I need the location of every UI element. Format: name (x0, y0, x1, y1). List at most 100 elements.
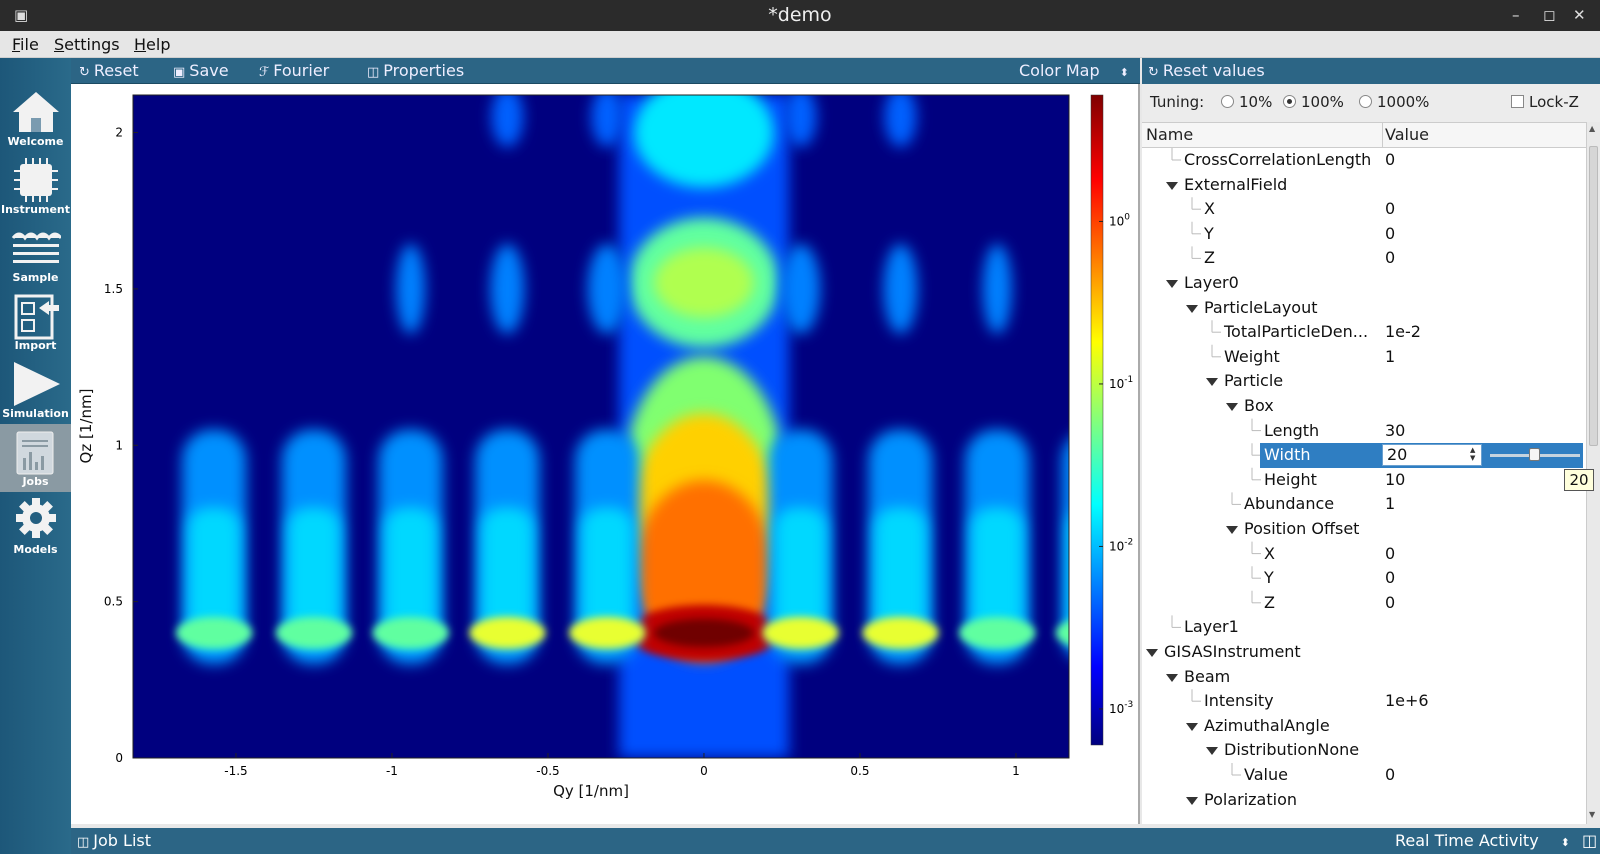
tree-row-value[interactable]: 1 (1385, 494, 1396, 514)
sidebar-item-jobs[interactable]: Jobs (0, 424, 71, 492)
sidebar-item-import[interactable]: Import (0, 288, 71, 356)
tree-row[interactable]: Width 20 ▲ ▼ (1142, 443, 1586, 469)
column-value-header[interactable]: Value (1385, 125, 1429, 144)
maximize-button[interactable]: ◻ (1543, 6, 1556, 24)
tree-row[interactable]: AzimuthalAngle (1142, 714, 1586, 739)
x-tick-label: 0 (700, 764, 708, 778)
tree-row-value[interactable]: 0 (1385, 765, 1396, 784)
expand-arrow-icon[interactable] (1206, 378, 1218, 387)
heatmap-region (982, 243, 1012, 334)
sidebar-item-simulation[interactable]: Simulation (0, 356, 71, 424)
tree-row-value[interactable]: 0 (1385, 592, 1396, 612)
sidebar-item-instrument[interactable]: Instrument (0, 152, 71, 220)
expand-arrow-icon[interactable] (1186, 796, 1198, 805)
fourier-button[interactable]: ℱ Fourier (259, 61, 329, 80)
tree-header: Name Value (1142, 123, 1586, 148)
tree-row[interactable]: Particle (1142, 369, 1586, 394)
slider-handle[interactable] (1529, 448, 1540, 462)
tree-row-value[interactable]: 0 (1385, 568, 1396, 588)
window-menu-icon[interactable]: ▣ (14, 6, 29, 24)
tree-row-value[interactable]: 30 (1385, 420, 1406, 440)
tuning-option-1000[interactable]: 1000% (1359, 93, 1429, 111)
colormap-select[interactable]: Color Map ⬍ (1019, 61, 1129, 80)
reset-button[interactable]: ↻ Reset (79, 61, 139, 80)
panel-icon[interactable]: ◫ (1582, 831, 1598, 850)
sidebar-item-models[interactable]: Models (0, 492, 71, 560)
tree-row-name: Width (1264, 445, 1311, 465)
expand-arrow-icon[interactable] (1146, 649, 1158, 657)
tree-row-value[interactable]: 0 (1385, 248, 1396, 268)
tree-row[interactable]: Intensity 1e+6 (1142, 689, 1586, 714)
expand-arrow-icon[interactable] (1166, 181, 1178, 190)
tree-row[interactable]: Value 0 (1142, 763, 1586, 788)
tree-row[interactable]: TotalParticleDen... 1e-2 (1142, 320, 1586, 345)
sidebar-item-sample[interactable]: Sample (0, 220, 71, 288)
spin-arrows-icon[interactable]: ▲ ▼ (1470, 446, 1476, 463)
heatmap-region (481, 507, 534, 649)
y-tick-label: 0.5 (104, 595, 123, 609)
tree-row[interactable]: GISASInstrument (1142, 640, 1586, 665)
heatmap-region (1055, 620, 1069, 645)
tree-row[interactable]: DistributionNone (1142, 738, 1586, 763)
expand-arrow-icon[interactable] (1166, 673, 1178, 682)
width-spinbox[interactable]: 20 (1382, 444, 1482, 467)
properties-toolbar: ↻ Reset values (1142, 58, 1600, 84)
scroll-up-icon[interactable]: ▲ (1589, 124, 1596, 133)
scroll-thumb[interactable] (1589, 146, 1598, 446)
tree-row-value[interactable]: 0 (1385, 543, 1396, 563)
tree-row[interactable]: Weight 1 (1142, 345, 1586, 370)
expand-arrow-icon[interactable] (1226, 403, 1238, 411)
reset-values-button[interactable]: ↻ Reset values (1148, 61, 1265, 80)
tree-row-value[interactable]: 1e+6 (1385, 691, 1429, 711)
tree-row-value[interactable]: 0 (1385, 223, 1396, 243)
tree-row[interactable]: ParticleLayout (1142, 296, 1586, 321)
tree-row[interactable]: Box (1142, 394, 1586, 419)
tree-row-value[interactable]: 10 (1385, 469, 1406, 489)
tree-row[interactable]: Height 10 (1142, 468, 1586, 493)
reset-values-label: Reset values (1162, 61, 1265, 80)
expand-arrow-icon[interactable] (1206, 747, 1218, 756)
tree-row[interactable]: Position Offset (1142, 517, 1586, 542)
save-button[interactable]: ▣ Save (173, 61, 229, 80)
tree-row[interactable]: Length 30 (1142, 419, 1586, 444)
tree-row[interactable]: CrossCorrelationLength 0 (1142, 148, 1586, 173)
tree-row[interactable]: Layer1 (1142, 615, 1586, 640)
activity-select[interactable]: Real Time Activity ⬍ (1395, 831, 1570, 850)
tree-row[interactable]: Beam (1142, 665, 1586, 690)
lockz-checkbox[interactable]: Lock-Z (1511, 93, 1579, 111)
colorbar-tick-exponent: -2 (1124, 537, 1133, 547)
expand-arrow-icon[interactable] (1166, 280, 1178, 288)
tuning-option-100[interactable]: 100% (1283, 93, 1344, 111)
column-separator[interactable] (1382, 123, 1383, 148)
scroll-down-icon[interactable]: ▼ (1589, 810, 1596, 819)
job-list-toggle[interactable]: ◫ Job List (77, 831, 151, 850)
expand-arrow-icon[interactable] (1226, 526, 1238, 534)
expand-arrow-icon[interactable] (1186, 722, 1198, 731)
minimize-button[interactable]: – (1512, 6, 1520, 24)
menu-file[interactable]: File (12, 35, 39, 54)
close-button[interactable]: ✕ (1573, 6, 1586, 24)
menu-help[interactable]: Help (134, 35, 171, 54)
heatmap-region (762, 616, 839, 649)
tree-row-value[interactable]: 0 (1385, 199, 1396, 219)
tree-row[interactable]: ExternalField (1142, 173, 1586, 198)
expand-arrow-icon[interactable] (1186, 304, 1198, 313)
column-name-header[interactable]: Name (1146, 125, 1194, 144)
tree-row[interactable]: Polarization (1142, 788, 1586, 813)
jobs-icon (16, 431, 54, 475)
tree-row[interactable]: Layer0 (1142, 271, 1586, 296)
tree-row-value[interactable]: 1e-2 (1385, 322, 1421, 342)
sidebar-item-welcome[interactable]: Welcome (0, 84, 71, 152)
tree-row-value[interactable]: 0 (1385, 150, 1396, 169)
tuning-option-10[interactable]: 10% (1221, 93, 1272, 111)
menu-settings[interactable]: Settings (54, 35, 120, 54)
properties-button[interactable]: ◫ Properties (367, 61, 464, 80)
tree-row[interactable]: Abundance 1 (1142, 492, 1586, 517)
tree-row-value[interactable]: 1 (1385, 346, 1396, 366)
